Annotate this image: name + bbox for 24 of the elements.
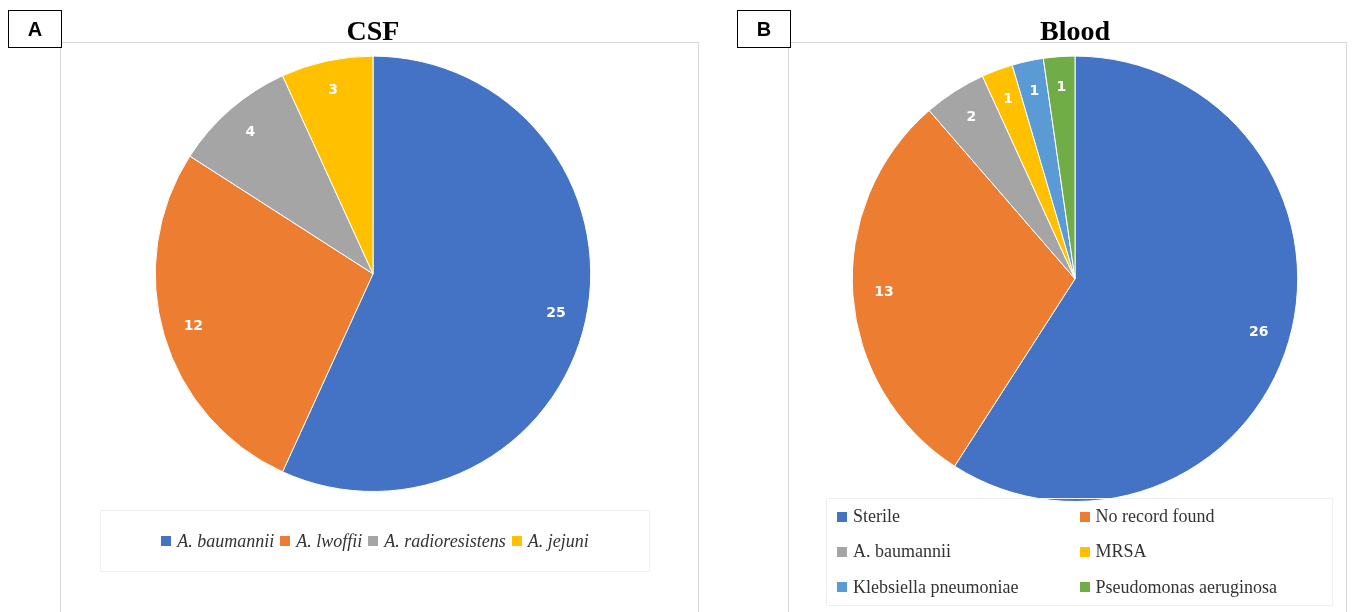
data-label: 1 — [1029, 82, 1040, 99]
text: B — [737, 10, 791, 48]
legend-label: MRSA — [1095, 541, 1147, 563]
text: A — [8, 10, 62, 48]
legend-label: Sterile — [853, 506, 900, 528]
chart-title: Blood — [1039, 15, 1111, 47]
data-label: 2 — [966, 108, 977, 125]
data-label: 4 — [245, 122, 256, 139]
data-label: 25 — [546, 304, 566, 321]
legend-label: No record found — [1095, 506, 1215, 528]
legend-label: A. lwoffii — [296, 530, 363, 552]
legend-label: Klebsiella pneumoniae — [853, 576, 1019, 598]
data-label: 26 — [1249, 323, 1269, 340]
data-label: 12 — [183, 317, 204, 334]
data-label: 3 — [328, 81, 339, 98]
legend-label: A. baumannii — [177, 530, 275, 552]
legend-label: Pseudomonas aeruginosa — [1095, 576, 1277, 598]
data-label: 13 — [874, 283, 894, 300]
legend-label: A. jejuni — [527, 530, 589, 552]
chart-title: CSF — [346, 15, 400, 47]
data-label: 1 — [1056, 78, 1067, 95]
legend-label: A. baumannii — [853, 541, 951, 563]
data-label: 1 — [1003, 89, 1013, 106]
legend-label: A. radioresistens — [384, 530, 506, 552]
